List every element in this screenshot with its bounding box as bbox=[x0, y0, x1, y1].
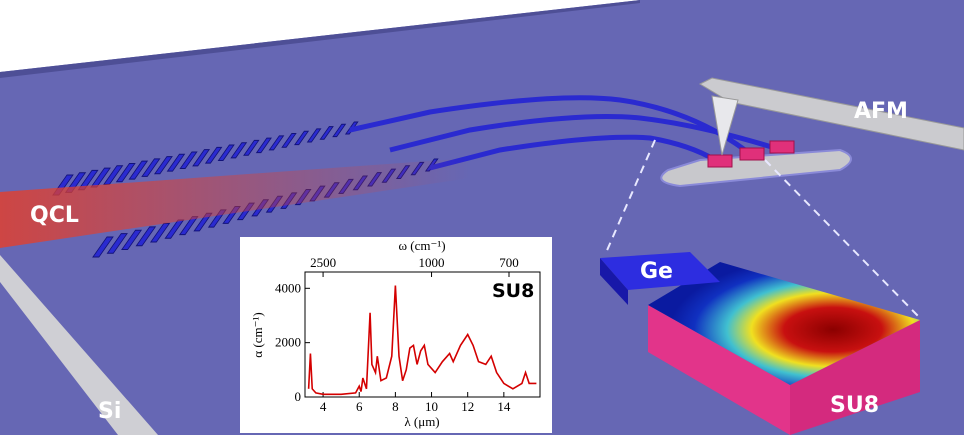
afm-label: AFM bbox=[854, 99, 908, 124]
grating-tooth bbox=[135, 226, 157, 247]
si-label: Si bbox=[98, 399, 121, 424]
su8-side bbox=[790, 320, 920, 435]
grating-tooth bbox=[243, 139, 260, 156]
zoom-line bbox=[604, 139, 656, 256]
pad bbox=[739, 147, 765, 161]
grating-tooth bbox=[92, 236, 114, 258]
platform bbox=[660, 148, 852, 188]
zoom-line bbox=[764, 159, 921, 319]
afm-tip bbox=[711, 95, 739, 156]
ge-label: Ge bbox=[640, 259, 673, 284]
y-axis-label: α (cm⁻¹) bbox=[250, 312, 265, 357]
grating-tooth bbox=[268, 135, 285, 151]
x2-tick-label: 2500 bbox=[310, 255, 336, 270]
plot-frame bbox=[304, 271, 541, 398]
grating-tooth bbox=[281, 133, 297, 148]
grating-tooth bbox=[128, 160, 149, 180]
x-tick-label: 4 bbox=[320, 399, 327, 414]
grating-tooth bbox=[149, 222, 171, 243]
x2-axis-label: ω (cm⁻¹) bbox=[398, 238, 445, 253]
grating-tooth bbox=[153, 156, 173, 175]
qcl-label: QCL bbox=[30, 203, 79, 228]
x-tick-label: 10 bbox=[425, 399, 438, 414]
grating-tooth bbox=[121, 229, 143, 251]
su8-front bbox=[648, 305, 790, 435]
spectrum-line bbox=[307, 285, 537, 396]
inset-box bbox=[240, 237, 552, 433]
grating-tooth bbox=[204, 146, 223, 164]
x-axis-label: λ (μm) bbox=[404, 414, 439, 429]
pad bbox=[769, 140, 795, 154]
grating-tooth bbox=[306, 128, 322, 143]
heatmap bbox=[648, 262, 920, 385]
ge-top bbox=[600, 252, 720, 290]
x2-tick-label: 700 bbox=[499, 255, 519, 270]
grating-tooth bbox=[332, 123, 347, 138]
grating-tooth bbox=[141, 158, 161, 177]
x-tick-label: 6 bbox=[356, 399, 363, 414]
grating-tooth bbox=[217, 144, 235, 162]
grating-tooth bbox=[192, 149, 211, 167]
substrate-edge bbox=[0, 0, 640, 78]
x-tick-label: 12 bbox=[461, 399, 474, 414]
x-tick-label: 14 bbox=[497, 399, 511, 414]
grating-tooth bbox=[319, 126, 334, 140]
si-strip bbox=[0, 255, 158, 435]
x-tick-label: 8 bbox=[392, 399, 399, 414]
y-tick-label: 0 bbox=[295, 389, 302, 404]
y-tick-label: 2000 bbox=[275, 335, 301, 350]
grating-tooth bbox=[106, 233, 128, 254]
waveguide bbox=[429, 134, 717, 171]
x2-tick-label: 1000 bbox=[419, 255, 445, 270]
pad bbox=[707, 154, 733, 168]
y-tick-label: 4000 bbox=[275, 280, 301, 295]
qcl-beam bbox=[0, 158, 470, 248]
inset-label: SU8 bbox=[492, 280, 534, 302]
grating-tooth bbox=[230, 142, 248, 159]
zoom-lines bbox=[604, 139, 921, 319]
grating-tooth bbox=[115, 162, 136, 183]
grating-tooth bbox=[293, 130, 310, 146]
ge-front bbox=[600, 258, 628, 305]
grating-tooth bbox=[179, 151, 198, 169]
su8-label: SU8 bbox=[830, 393, 879, 418]
waveguide bbox=[349, 95, 747, 153]
pads bbox=[707, 140, 795, 168]
grating-tooth bbox=[166, 153, 186, 172]
grating-tooth bbox=[255, 137, 272, 154]
